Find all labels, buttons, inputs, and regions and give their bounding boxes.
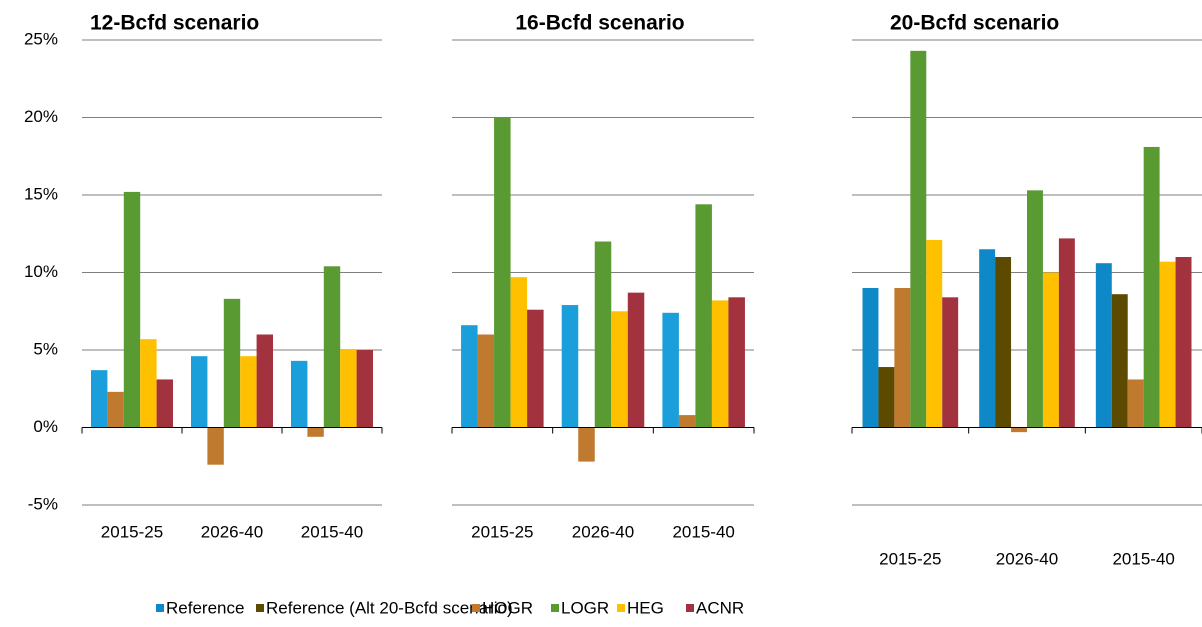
bar: LOGR (323, 266, 341, 428)
bar: ACNR (256, 334, 273, 428)
bar: Reference (561, 305, 579, 428)
bar: LOGR (1143, 146, 1160, 428)
x-tick-label: 2026-40 (201, 522, 263, 541)
bar: ACNR (356, 350, 373, 428)
bar: Reference (862, 288, 879, 428)
bar: HOGR (578, 427, 595, 462)
bar: ACNR (1175, 257, 1192, 428)
bar: LOGR (223, 298, 241, 428)
chart-title: 16-Bcfd scenario (515, 12, 684, 35)
legend-swatch (686, 604, 694, 612)
bar: Reference (979, 249, 996, 428)
bar: ACNR (156, 379, 173, 428)
bar: Reference (Alt 20-Bcfd scenario) (878, 367, 895, 428)
bar: Reference (1095, 263, 1112, 428)
bar: HEG (240, 356, 257, 428)
bar: LOGR (1027, 190, 1043, 428)
x-tick-label: 2015-25 (101, 522, 163, 541)
x-tick-label: 2026-40 (996, 549, 1058, 568)
x-tick-label: 2015-40 (1112, 549, 1174, 568)
legend-label: HEG (627, 598, 664, 617)
y-tick-label: 0% (33, 417, 58, 436)
bar: LOGR (494, 117, 511, 428)
bar: LOGR (594, 241, 612, 428)
bar: HEG (510, 277, 528, 428)
bar: LOGR (910, 50, 927, 428)
y-tick-label: -5% (28, 494, 58, 513)
bar: HEG (140, 339, 157, 428)
legend-label: LOGR (561, 598, 609, 617)
bar: Reference (191, 356, 208, 428)
bar: HOGR (1127, 379, 1144, 428)
bar: Reference (461, 325, 478, 428)
bar: HEG (340, 350, 357, 428)
x-tick-label: 2015-40 (672, 522, 734, 541)
y-tick-label: 5% (33, 339, 58, 358)
bar: HOGR (894, 288, 911, 428)
bar: HOGR (678, 415, 696, 428)
bar: HEG (711, 300, 729, 428)
bar: LOGR (695, 204, 712, 428)
legend-swatch (156, 604, 164, 612)
legend-swatch (256, 604, 264, 612)
chart-title: 12-Bcfd scenario (90, 12, 259, 35)
y-tick-label: 25% (24, 29, 58, 48)
bar: ACNR (627, 292, 645, 428)
bar: ACNR (1058, 238, 1075, 428)
legend-label: Reference (166, 598, 244, 617)
x-tick-label: 2026-40 (572, 522, 634, 541)
x-tick-label: 2015-25 (879, 549, 941, 568)
legend-swatch (472, 604, 480, 612)
bar: HEG (611, 311, 628, 428)
legend-swatch (551, 604, 559, 612)
chart-title: 20-Bcfd scenario (890, 12, 1059, 35)
legend-label: HOGR (482, 598, 533, 617)
bar: HOGR (107, 391, 124, 428)
bar: HOGR (207, 427, 224, 465)
legend-label: ACNR (696, 598, 744, 617)
legend-label: Reference (Alt 20-Bcfd scenario) (266, 598, 513, 617)
bar: HEG (926, 239, 943, 428)
bar: ACNR (728, 297, 745, 428)
bar: HEG (1159, 261, 1176, 428)
bar: LOGR (123, 191, 141, 428)
bar: HOGR (307, 427, 324, 437)
bar: Reference (291, 360, 308, 428)
bar: Reference (91, 370, 108, 428)
y-tick-label: 10% (24, 262, 58, 281)
bar: Reference (662, 312, 679, 428)
bar: ACNR (942, 297, 959, 428)
y-tick-label: 15% (24, 184, 58, 203)
x-tick-label: 2015-25 (471, 522, 533, 541)
bar: ACNR (527, 309, 544, 428)
x-tick-label: 2015-40 (301, 522, 363, 541)
bar: HOGR (477, 334, 495, 428)
y-tick-label: 20% (24, 107, 58, 126)
bar: Reference (Alt 20-Bcfd scenario) (1111, 294, 1128, 428)
legend-swatch (617, 604, 625, 612)
bar: HEG (1042, 272, 1059, 428)
bar: Reference (Alt 20-Bcfd scenario) (995, 257, 1012, 428)
bar: HOGR (1011, 427, 1027, 433)
